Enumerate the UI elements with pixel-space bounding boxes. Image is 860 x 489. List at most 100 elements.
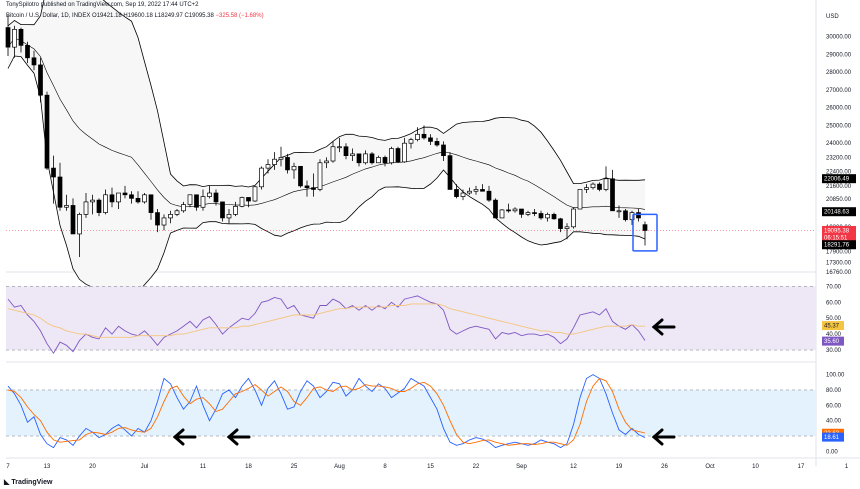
candle bbox=[168, 210, 173, 224]
candle-body bbox=[493, 199, 498, 219]
price-tick-label: 29000.00 bbox=[826, 52, 852, 58]
candle bbox=[454, 184, 459, 199]
price-tick-label: 22400.00 bbox=[826, 170, 852, 176]
time-tick-label: Aug bbox=[334, 464, 345, 470]
candle-body bbox=[103, 194, 108, 213]
middle-band-label-bg bbox=[822, 207, 856, 217]
candle-body bbox=[610, 178, 615, 212]
candle-body bbox=[558, 218, 563, 229]
candle bbox=[389, 146, 394, 165]
candle bbox=[12, 25, 17, 58]
bollinger-basis bbox=[7, 37, 646, 210]
time-tick-label: 25 bbox=[291, 464, 298, 470]
candle bbox=[5, 15, 11, 57]
candle bbox=[38, 57, 43, 103]
candle bbox=[70, 198, 76, 235]
candle bbox=[142, 193, 147, 204]
candle-body bbox=[428, 137, 433, 142]
candle-body bbox=[57, 176, 63, 208]
indicator-tick-label: 30.00 bbox=[826, 348, 842, 354]
rsi-label: 35.60 bbox=[824, 339, 840, 345]
candle-body bbox=[402, 142, 407, 163]
candle bbox=[233, 201, 238, 217]
candle bbox=[616, 205, 622, 218]
candle-body bbox=[142, 194, 147, 203]
time-tick-label: 20 bbox=[89, 464, 96, 470]
price-tick-label: 21600.00 bbox=[826, 184, 852, 190]
price-tick-label: 24000.00 bbox=[826, 141, 852, 147]
candle bbox=[330, 141, 336, 163]
candle bbox=[122, 185, 128, 199]
candle-body bbox=[343, 146, 349, 157]
candle bbox=[213, 189, 219, 206]
candle bbox=[467, 187, 472, 195]
candle-body bbox=[434, 141, 440, 146]
tv-glyph-icon: ◣ bbox=[4, 479, 12, 486]
candle bbox=[538, 210, 544, 220]
candle bbox=[174, 209, 180, 217]
candle-body bbox=[116, 192, 121, 203]
candle bbox=[642, 221, 648, 246]
candle-body bbox=[285, 157, 290, 171]
candle bbox=[317, 159, 323, 192]
candle bbox=[597, 182, 602, 192]
time-tick-label: 26 bbox=[661, 464, 668, 470]
candle-body bbox=[447, 155, 453, 190]
candle-body bbox=[265, 164, 271, 169]
candle-body bbox=[148, 194, 154, 213]
candle bbox=[51, 155, 56, 204]
candle bbox=[571, 207, 576, 229]
candle-body bbox=[259, 167, 264, 188]
rsi-band-bg bbox=[6, 286, 816, 351]
candle bbox=[96, 198, 102, 217]
candle-body bbox=[337, 146, 342, 149]
time-tick-label: Jul bbox=[141, 464, 149, 470]
time-tick-label: Oct bbox=[705, 464, 715, 470]
candle-body bbox=[187, 194, 193, 205]
candle bbox=[415, 127, 420, 142]
candle bbox=[629, 210, 635, 226]
candle bbox=[610, 169, 615, 212]
candle-body bbox=[298, 165, 303, 187]
ohlc-change: −325.58 (−1.68%) bbox=[215, 13, 264, 19]
left-arrow-icon bbox=[172, 428, 197, 446]
time-tick-label: 13 bbox=[44, 464, 51, 470]
indicator-tick-label: 70.00 bbox=[826, 284, 842, 290]
candle-body bbox=[389, 148, 394, 164]
candle bbox=[90, 194, 95, 215]
time-tick-label: 17 bbox=[798, 464, 805, 470]
stoch-k-label-bg bbox=[822, 432, 844, 442]
candle-body bbox=[90, 199, 95, 203]
candle-body bbox=[311, 187, 316, 190]
candle-body bbox=[161, 217, 167, 226]
candle-body bbox=[597, 183, 602, 190]
candle bbox=[304, 180, 310, 197]
candle bbox=[558, 217, 563, 233]
upper-band-label: 22006.49 bbox=[824, 177, 850, 183]
candle-body bbox=[330, 146, 336, 162]
price-tick-label: 26000.00 bbox=[826, 106, 852, 112]
ohlc-line: Bitcoin / U.S. Dollar, 1D, INDEX O19421.… bbox=[6, 13, 264, 19]
candle-body bbox=[382, 157, 388, 164]
price-tick-label: 30000.00 bbox=[826, 34, 852, 40]
candle-body bbox=[350, 153, 355, 157]
stoch-band-bg bbox=[6, 389, 816, 437]
bollinger-upper bbox=[7, 0, 646, 188]
candle-body bbox=[642, 224, 648, 231]
candle bbox=[551, 212, 557, 220]
candle-body bbox=[168, 214, 173, 219]
last-price-label: 19095.38 bbox=[824, 228, 850, 234]
price-tick-label: 17300.00 bbox=[826, 260, 852, 266]
candle-body bbox=[174, 210, 180, 215]
candle-body bbox=[460, 192, 466, 197]
candle-body bbox=[317, 162, 323, 190]
candle bbox=[252, 185, 258, 202]
candle bbox=[545, 212, 550, 222]
candle bbox=[207, 185, 212, 199]
candle bbox=[441, 141, 446, 161]
rsi-ma-label-bg bbox=[822, 321, 844, 331]
candle-body bbox=[5, 27, 11, 48]
time-tick-label: 19 bbox=[616, 464, 623, 470]
candle-body bbox=[369, 153, 375, 164]
